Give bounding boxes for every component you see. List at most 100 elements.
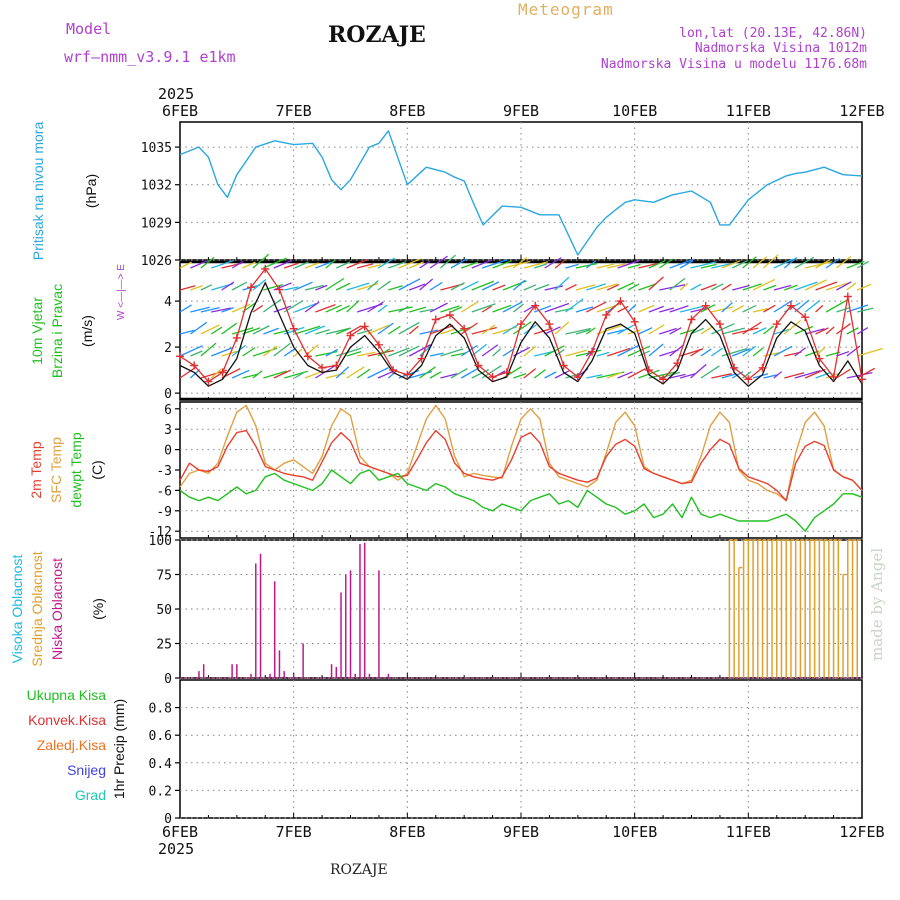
gust-marker — [858, 375, 866, 384]
wind-arrow — [825, 257, 841, 269]
wind-arrow — [179, 345, 203, 357]
wind-arrow — [461, 368, 478, 379]
wind-arrow — [200, 256, 215, 269]
wind-arrow — [700, 263, 717, 269]
wind-arrow — [544, 257, 562, 269]
temp2m-label: 2m Temp — [28, 441, 44, 499]
wind-arrow — [669, 277, 686, 291]
wind-arrows — [179, 253, 884, 379]
wind-arrow — [346, 325, 362, 335]
wind-arrow — [565, 298, 584, 313]
cloud-high-label: Visoka Oblacnost — [9, 555, 25, 664]
wind-arrow — [731, 259, 749, 269]
wind-arrow — [846, 372, 873, 379]
wind-unit: (m/s) — [79, 315, 95, 347]
gust-marker — [247, 283, 256, 292]
wind-arrow — [336, 328, 350, 335]
gust-marker — [673, 359, 682, 368]
wind-arrow — [856, 260, 869, 269]
wind-arrow — [731, 348, 751, 357]
gust-marker — [701, 301, 710, 310]
wind-arrow — [700, 365, 720, 379]
gust-marker — [332, 361, 341, 370]
wind-arrow — [544, 285, 564, 291]
wind-arrow — [377, 304, 388, 313]
wind-arrow — [711, 323, 735, 335]
wind-arrow — [294, 371, 305, 379]
wind-arrow — [711, 283, 724, 291]
wind-arrow — [419, 366, 436, 379]
wind-arrow — [857, 347, 884, 357]
wind-arrow — [565, 263, 579, 269]
year-label-top: 2025 — [158, 85, 194, 103]
gust-marker — [232, 333, 241, 342]
wind-arrow — [377, 280, 391, 291]
gust-marker — [275, 285, 284, 294]
gust-marker — [531, 301, 540, 310]
wind-arrow — [513, 256, 528, 269]
gust-marker — [843, 292, 852, 301]
wind-arrow — [773, 345, 793, 357]
wind-arrow — [304, 262, 320, 269]
wind-arrow — [669, 327, 682, 335]
wind-arrow — [242, 261, 256, 269]
wind-arrow — [408, 261, 424, 269]
wind-arrow — [523, 345, 537, 357]
gust-marker — [744, 375, 753, 384]
y-tick-label: 0.2 — [149, 784, 172, 799]
wind-arrow — [190, 306, 210, 313]
gust-marker — [517, 320, 525, 329]
wind-arrow — [690, 327, 705, 335]
wind-arrow — [648, 260, 666, 269]
wind-arrow — [294, 325, 321, 335]
wind-arrow — [210, 326, 223, 335]
wind-arrow — [742, 283, 762, 291]
wind-arrow — [638, 327, 653, 335]
wind-arrow — [732, 327, 759, 335]
wind-arrow — [471, 280, 495, 291]
wind-arrow — [388, 347, 410, 357]
wind-arrow — [513, 321, 532, 335]
temp-unit: (C) — [89, 460, 105, 479]
wind-arrow — [534, 350, 554, 357]
gust-marker — [431, 315, 440, 324]
precip-legend-3: Zaledj.Kisa — [37, 737, 106, 753]
precip-unit: 1hr Precip (mm) — [111, 699, 127, 799]
gust-marker — [786, 301, 795, 310]
wind-arrow — [648, 324, 665, 335]
wind-arrow — [815, 259, 830, 269]
wind-arrow — [669, 258, 694, 269]
wind-arrow — [742, 321, 762, 335]
wind-arrow — [523, 284, 537, 291]
wind-arrow — [492, 348, 502, 357]
wind-arrow — [596, 283, 618, 291]
wind-arrow — [617, 371, 633, 379]
wind-arrow — [575, 306, 594, 313]
year-label-bottom: 2025 — [158, 840, 194, 858]
time-label-bottom: 6FEB — [162, 823, 198, 841]
wind-arrow — [450, 352, 467, 357]
wind-arrow — [607, 329, 625, 335]
wind-arrow — [461, 280, 479, 291]
wind-arrow — [804, 279, 827, 291]
wind-arrow — [315, 329, 330, 335]
wind-arrow — [679, 305, 704, 313]
wind-arrow — [252, 304, 263, 313]
wind-arrow — [408, 344, 432, 357]
wind-arrow — [544, 302, 570, 313]
wind-arrow — [429, 371, 442, 379]
wind-arrow — [221, 322, 237, 335]
precip-legend-1: Ukupna Kisa — [27, 687, 107, 703]
wind-arrow — [763, 284, 777, 291]
wind-arrow — [273, 282, 292, 291]
gust-marker — [474, 361, 483, 370]
dewpt-line — [179, 469, 863, 532]
wind-arrow — [554, 321, 570, 335]
wind-arrow — [857, 307, 874, 313]
gust-marker — [360, 322, 369, 331]
wind-arrow — [815, 281, 838, 291]
wind-arrow — [804, 368, 826, 379]
wind-arrow — [440, 328, 455, 335]
wind-arrow — [450, 258, 468, 269]
